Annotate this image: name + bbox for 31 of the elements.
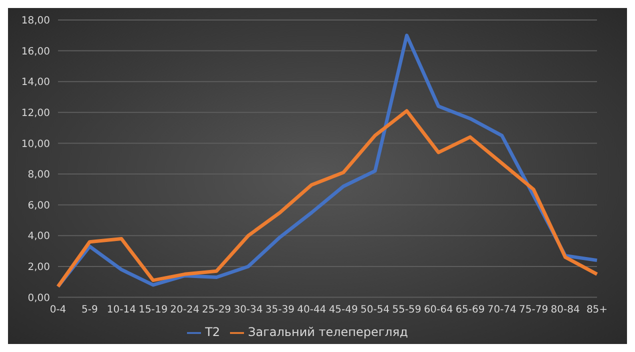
x-tick-label: 35-39 bbox=[265, 304, 294, 316]
y-tick-label: 0,00 bbox=[28, 292, 50, 304]
y-tick-label: 2,00 bbox=[28, 262, 50, 274]
y-tick-label: 12,00 bbox=[21, 108, 50, 119]
x-tick-label: 85+ bbox=[586, 304, 608, 316]
x-tick-label: 50-54 bbox=[360, 304, 390, 316]
x-tick-label: 40-44 bbox=[297, 304, 326, 316]
x-tick-label: 75-79 bbox=[519, 304, 548, 316]
y-tick-label: 8,00 bbox=[28, 170, 50, 181]
y-tick-label: 10,00 bbox=[21, 138, 50, 150]
x-tick-label: 15-19 bbox=[138, 304, 168, 316]
x-tick-label: 45-49 bbox=[328, 304, 358, 316]
x-tick-label: 25-29 bbox=[202, 304, 232, 316]
x-tick-label: 0-4 bbox=[50, 304, 66, 316]
x-tick-label: 5-9 bbox=[82, 304, 98, 316]
x-tick-label: 65-69 bbox=[456, 304, 485, 316]
y-tick-label: 18,00 bbox=[21, 16, 50, 27]
legend-label: Загальний телеперегляд bbox=[248, 325, 408, 340]
x-tick-label: 80-84 bbox=[550, 304, 580, 316]
y-tick-label: 6,00 bbox=[28, 200, 50, 212]
legend-label: T2 bbox=[205, 325, 220, 340]
y-tick-label: 4,00 bbox=[28, 231, 50, 242]
x-tick-label: 70-74 bbox=[487, 304, 516, 316]
line-series bbox=[56, 109, 599, 288]
y-tick-label: 16,00 bbox=[21, 46, 50, 58]
x-tick-label: 55-59 bbox=[392, 304, 422, 316]
x-tick-label: 30-34 bbox=[234, 304, 263, 316]
x-tick-label: 20-24 bbox=[170, 304, 200, 316]
x-tick-label: 60-64 bbox=[424, 304, 453, 316]
x-tick-label: 10-14 bbox=[106, 304, 136, 316]
y-tick-label: 14,00 bbox=[21, 77, 50, 88]
